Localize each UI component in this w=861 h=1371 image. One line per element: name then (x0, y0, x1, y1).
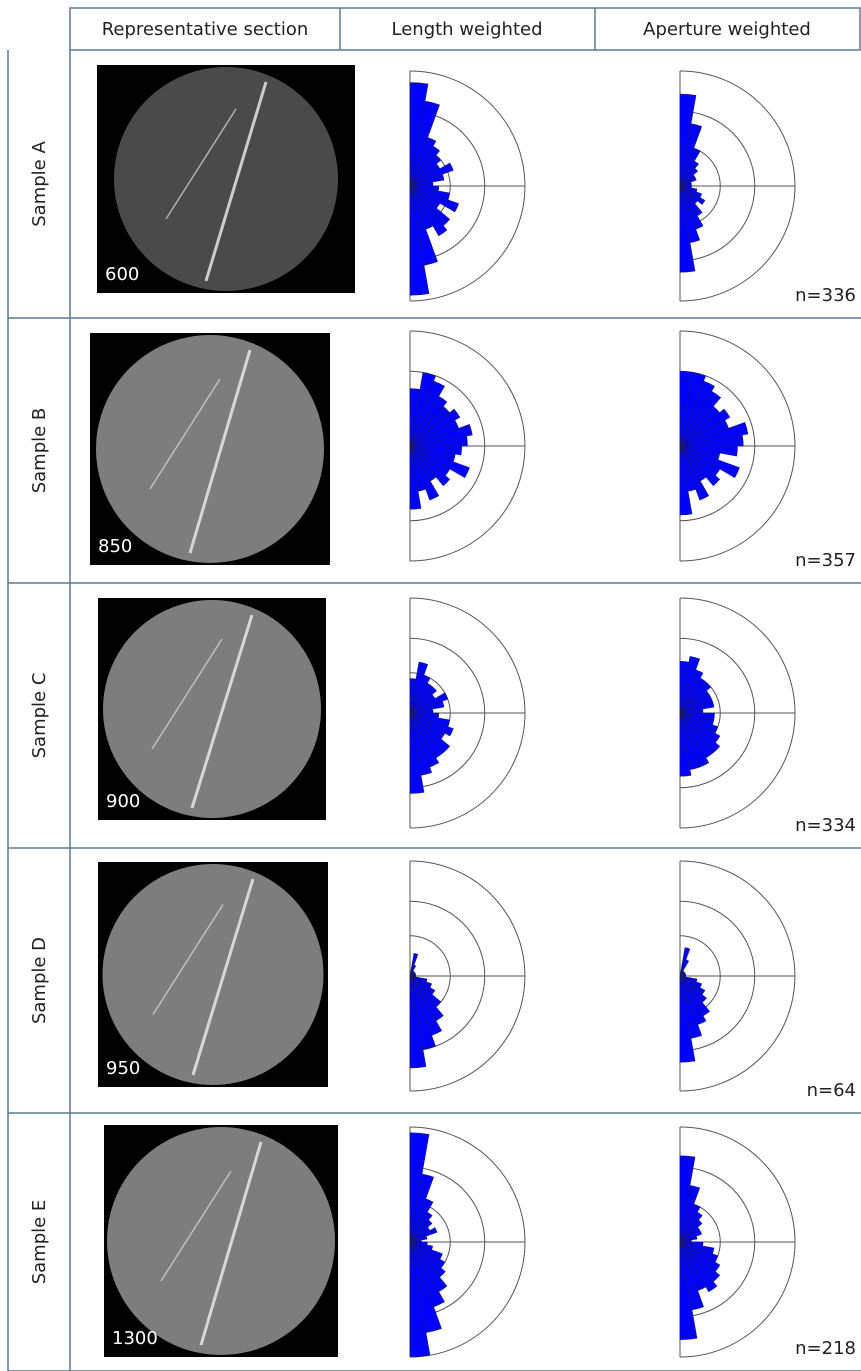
rose-bar (409, 445, 422, 510)
rose-bar (409, 423, 473, 447)
rose-bar (409, 686, 437, 714)
rose-bar (679, 390, 722, 447)
rose-bar (679, 176, 697, 187)
rose-bar (409, 1235, 428, 1243)
rose-bar (409, 408, 461, 447)
section-vein (149, 378, 221, 490)
rose-bar (409, 395, 448, 447)
sample-label: Sample A (29, 141, 50, 227)
rose-bar (679, 1235, 698, 1243)
rose-bar (409, 173, 445, 187)
sample-count: n=64 (807, 1080, 856, 1101)
rose-bar (679, 167, 699, 187)
rose-bar (679, 669, 704, 714)
sample-label: Sample E (29, 1200, 50, 1285)
rose-bar (679, 445, 693, 516)
rose-bar (409, 700, 445, 714)
rose-bar (409, 712, 425, 794)
section-vein (165, 108, 237, 220)
rose-bar (679, 1230, 702, 1243)
rose-bar (679, 185, 706, 205)
rose-bar (409, 1219, 433, 1243)
section-vein (204, 81, 268, 282)
sample-label: Sample D (29, 937, 50, 1024)
column-header: Aperture weighted (643, 19, 811, 40)
rose-bar (409, 1211, 433, 1243)
rose-bar (679, 712, 692, 777)
rose-bar (679, 1219, 703, 1243)
column-header: Representative section (102, 19, 309, 40)
rose-bar (679, 1211, 703, 1243)
section-depth: 600 (105, 264, 139, 285)
rose-bar (679, 700, 715, 714)
rose-bar (409, 692, 449, 714)
rose-bar (409, 674, 431, 714)
section-core (96, 335, 324, 563)
sample-count: n=336 (795, 285, 856, 306)
rose-bar (679, 434, 744, 447)
rose-bar (409, 445, 470, 479)
section-vein (188, 349, 252, 554)
rose-bar (409, 1198, 434, 1243)
section-vein (152, 904, 224, 1015)
section-vein (160, 1170, 232, 1282)
rose-bar (679, 160, 699, 187)
header-box (69, 7, 861, 51)
section-depth: 850 (98, 536, 132, 557)
rose-bar (679, 445, 721, 487)
rose-bar (679, 422, 749, 447)
rose-bar (679, 1241, 698, 1341)
rose-bar (409, 1227, 438, 1243)
rose-bar (679, 445, 710, 501)
rose-bar (409, 162, 454, 187)
rose-bar (679, 975, 696, 1063)
section-vein (199, 1141, 263, 1346)
rose-bar (409, 100, 440, 187)
section-depth: 1300 (112, 1328, 158, 1349)
section-core (114, 67, 338, 291)
rose-bar (679, 445, 740, 479)
rose-bar (409, 1241, 431, 1358)
sample-count: n=334 (795, 815, 856, 836)
rose-bar (409, 185, 460, 213)
rose-bar (679, 681, 712, 714)
rose-bar (409, 185, 448, 237)
rose-bar (409, 712, 454, 737)
rose-bar (679, 380, 715, 447)
rose-bar (409, 154, 442, 187)
section-core (102, 864, 324, 1085)
section-vein (151, 638, 223, 750)
section-vein (190, 614, 254, 809)
rose-bar (409, 435, 468, 447)
rose-bar (679, 1241, 718, 1293)
rose-bar (409, 185, 430, 296)
rose-bar (409, 380, 445, 447)
sample-count: n=218 (795, 1338, 856, 1359)
rose-bar (679, 147, 701, 187)
rose-bar (409, 445, 440, 501)
sample-label: Sample C (29, 673, 50, 759)
sample-label: Sample B (29, 408, 50, 494)
rose-bar (409, 445, 451, 487)
rose-bar (679, 185, 696, 273)
section-core (103, 600, 321, 818)
column-header: Length weighted (392, 19, 543, 40)
section-core (107, 1127, 335, 1355)
sample-count: n=357 (795, 550, 856, 571)
rose-bar (679, 408, 731, 447)
rose-bar (409, 145, 440, 187)
rose-bar (679, 1203, 701, 1243)
section-depth: 900 (106, 791, 140, 812)
section-depth: 950 (106, 1058, 140, 1079)
rose-bar (409, 136, 437, 187)
section-vein (191, 878, 255, 1076)
rose-bar (409, 975, 427, 1069)
